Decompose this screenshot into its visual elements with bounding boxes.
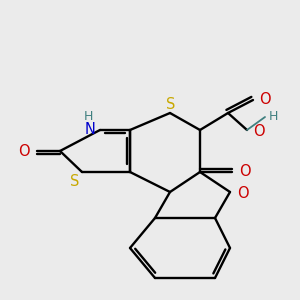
Text: S: S bbox=[166, 97, 176, 112]
Text: O: O bbox=[237, 187, 249, 202]
Text: O: O bbox=[253, 124, 265, 139]
Text: O: O bbox=[259, 92, 271, 106]
Text: O: O bbox=[18, 143, 30, 158]
Text: S: S bbox=[70, 174, 79, 189]
Text: N: N bbox=[84, 122, 95, 137]
Text: H: H bbox=[83, 110, 93, 122]
Text: O: O bbox=[239, 164, 250, 179]
Text: H: H bbox=[269, 110, 278, 122]
